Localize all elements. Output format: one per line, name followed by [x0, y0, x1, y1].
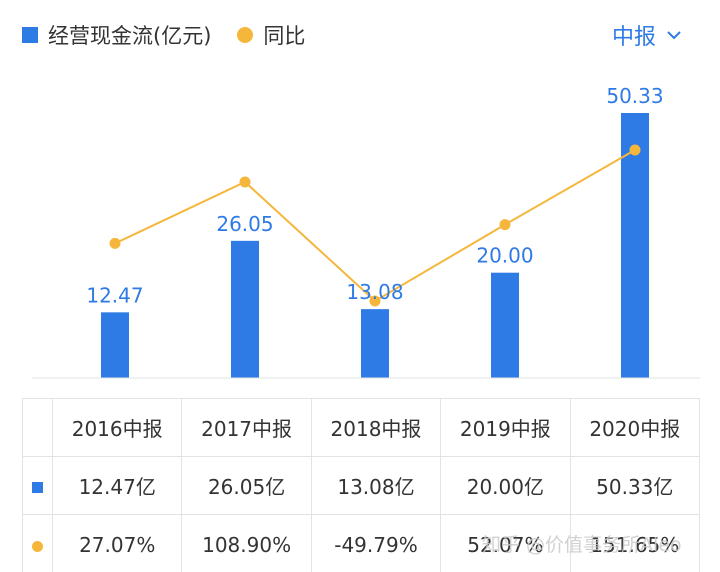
data-table: 2016中报 2017中报 2018中报 2019中报 2020中报 12.47…	[22, 398, 701, 572]
table-cell-yoy: 52.07%	[440, 514, 571, 572]
chart-legend: 经营现金流(亿元) 同比	[22, 16, 331, 54]
cash-flow-bar	[101, 312, 129, 378]
cash-flow-chart: 12.47 26.05 13.08 20.00 50.33	[32, 84, 700, 379]
cash-flow-bar	[361, 309, 389, 378]
table-header-cell: 2019中报	[440, 398, 571, 457]
table-row-marker	[22, 514, 53, 572]
yoy-point	[239, 176, 251, 188]
table-cell-yoy: 27.07%	[51, 514, 183, 572]
yoy-point	[369, 295, 381, 307]
legend-item-cash-flow: 经营现金流(亿元)	[22, 20, 211, 50]
dot-marker-icon	[32, 540, 43, 552]
table-cell-yoy: 108.90%	[181, 514, 312, 572]
bar-value-label: 13.08	[346, 280, 403, 304]
legend-dot-swatch	[237, 27, 254, 43]
yoy-point	[629, 144, 641, 156]
table-header-cell: 2016中报	[51, 398, 183, 457]
table-row-cash-flow: 12.47亿 26.05亿 13.08亿 20.00亿 50.33亿	[22, 456, 701, 515]
table-cell-yoy: 151.65%	[569, 514, 701, 572]
table-corner-cell	[22, 398, 53, 457]
cash-flow-bar	[621, 113, 649, 378]
bar-value-label: 26.05	[216, 212, 273, 236]
table-cell: 20.00亿	[440, 456, 571, 515]
period-dropdown-label: 中报	[611, 25, 656, 50]
bar-value-label: 20.00	[476, 244, 533, 268]
table-header-cell: 2017中报	[181, 398, 312, 457]
table-header-cell: 2018中报	[310, 398, 442, 457]
watermark: 知乎 @价值事务所Aleo	[482, 534, 682, 556]
table-cell: 12.47亿	[51, 456, 183, 515]
yoy-point	[499, 219, 511, 231]
bar-value-label: 50.33	[606, 84, 663, 108]
legend-bar-swatch	[22, 27, 38, 43]
table-header-cell: 2020中报	[569, 398, 701, 457]
table-cell: 50.33亿	[569, 456, 701, 515]
cash-flow-bar	[231, 240, 259, 378]
yoy-line	[114, 149, 636, 303]
legend-label-yoy: 同比	[263, 24, 306, 48]
chevron-down-icon	[667, 31, 681, 40]
table-header-row: 2016中报 2017中报 2018中报 2019中报 2020中报	[22, 398, 701, 457]
table-row-marker	[22, 456, 53, 515]
period-dropdown[interactable]: 中报	[612, 16, 682, 54]
cash-flow-bar	[491, 272, 519, 378]
table-cell: 26.05亿	[181, 456, 312, 515]
bar-marker-icon	[32, 481, 43, 493]
table-cell: 13.08亿	[310, 456, 442, 515]
bar-value-label: 12.47	[86, 283, 143, 307]
table-row-yoy: 27.07% 108.90% -49.79% 52.07% 151.65%	[22, 514, 701, 572]
legend-label-cash-flow: 经营现金流(亿元)	[48, 24, 212, 48]
table-cell-yoy: -49.79%	[310, 514, 442, 572]
legend-item-yoy: 同比	[237, 20, 305, 50]
yoy-point	[109, 237, 121, 249]
